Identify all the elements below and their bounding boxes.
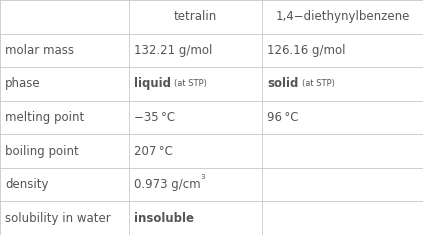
- Text: melting point: melting point: [5, 111, 84, 124]
- Text: 1,4−diethynylbenzene: 1,4−diethynylbenzene: [275, 10, 410, 23]
- Text: boiling point: boiling point: [5, 145, 79, 158]
- Text: 3: 3: [201, 174, 205, 180]
- Text: phase: phase: [5, 77, 41, 90]
- Text: insoluble: insoluble: [134, 212, 194, 225]
- Text: (at STP): (at STP): [174, 79, 207, 88]
- Text: 0.973 g/cm: 0.973 g/cm: [134, 178, 201, 191]
- Text: −35 °C: −35 °C: [134, 111, 175, 124]
- Text: (at STP): (at STP): [302, 79, 335, 88]
- Text: 126.16 g/mol: 126.16 g/mol: [267, 44, 346, 57]
- Text: molar mass: molar mass: [5, 44, 74, 57]
- Text: 132.21 g/mol: 132.21 g/mol: [134, 44, 212, 57]
- Text: solid: solid: [267, 77, 299, 90]
- Text: solubility in water: solubility in water: [5, 212, 111, 225]
- Text: liquid: liquid: [134, 77, 171, 90]
- Text: 207 °C: 207 °C: [134, 145, 173, 158]
- Text: 96 °C: 96 °C: [267, 111, 299, 124]
- Text: density: density: [5, 178, 49, 191]
- Text: tetralin: tetralin: [174, 10, 217, 23]
